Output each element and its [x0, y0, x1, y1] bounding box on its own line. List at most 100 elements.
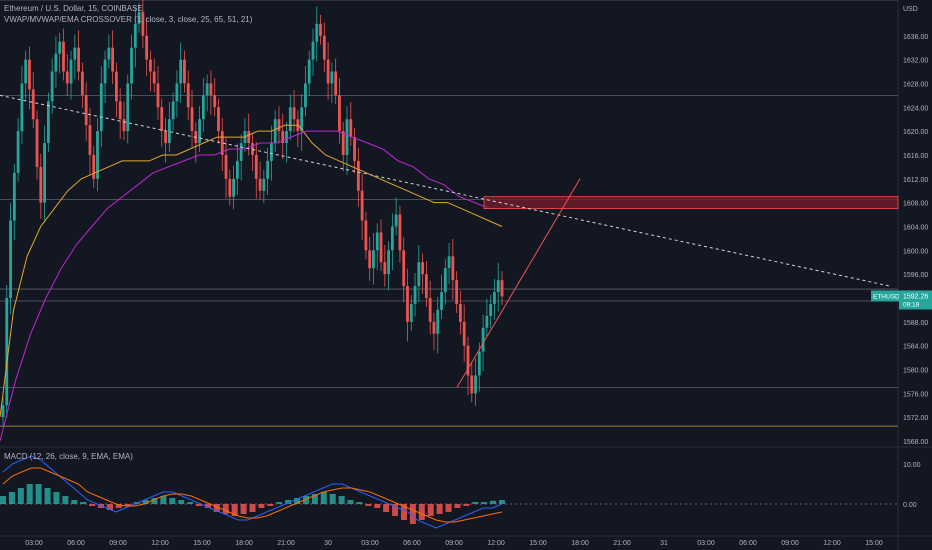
price-tick-label: 1600.00: [903, 248, 928, 255]
candle-body: [489, 303, 493, 316]
candle-body: [62, 41, 65, 72]
ema-line: [0, 130, 491, 442]
candle-body: [262, 178, 266, 191]
candle-body: [383, 262, 387, 275]
candle-body: [390, 226, 394, 251]
macd-histogram-bar: [436, 504, 443, 514]
price-tick-label: 1576.00: [903, 391, 928, 398]
price-tick-label: 1572.00: [903, 415, 928, 422]
candle-body: [20, 83, 24, 132]
candle-body: [485, 315, 489, 328]
price-tick-label: 1616.00: [903, 153, 928, 160]
price-tick-label: 1580.00: [903, 368, 928, 375]
macd-histogram-bar: [472, 502, 479, 504]
candle-body: [356, 160, 360, 191]
time-tick-label: 12:00: [823, 540, 841, 547]
candle-body: [285, 131, 288, 144]
candle-body: [186, 83, 190, 108]
candle-body: [232, 178, 235, 197]
price-tick-label: 1624.00: [903, 105, 928, 112]
candle-body: [277, 119, 281, 132]
macd-histogram-bar: [365, 504, 372, 506]
trend-line-1: [456, 178, 581, 388]
currency-label: USD: [903, 6, 918, 13]
candle-body: [213, 95, 217, 108]
candle-body: [24, 59, 28, 84]
candle-body: [443, 268, 447, 293]
candle-body: [58, 41, 62, 54]
candle-body: [353, 137, 356, 161]
candle-body: [409, 303, 413, 322]
macd-histogram-bar: [418, 504, 425, 520]
candle-body: [54, 53, 58, 72]
macd-histogram-bar: [249, 504, 256, 512]
candle-body: [364, 220, 368, 251]
macd-histogram-bar: [17, 488, 24, 504]
candle-body: [455, 280, 459, 304]
candle-body: [315, 23, 319, 42]
macd-histogram-bar: [481, 502, 488, 504]
candle-body: [118, 101, 122, 120]
candle-body: [141, 11, 145, 36]
candle-body: [152, 71, 156, 84]
macd-tick-label: 0.00: [903, 502, 917, 509]
candle-countdown: 09:18: [903, 301, 920, 308]
macd-histogram-bar: [302, 496, 309, 504]
trend-line-0: [0, 94, 891, 287]
symbol-tag-label: ETHUSD: [873, 293, 900, 300]
candle-body: [16, 131, 20, 173]
macd-histogram-bar: [267, 504, 274, 506]
candle-body: [266, 160, 270, 179]
candle-body: [451, 256, 455, 281]
macd-histogram-bar: [454, 504, 461, 508]
macd-histogram-bar: [499, 500, 505, 504]
price-tick-label: 1620.00: [903, 129, 928, 136]
candle-body: [73, 47, 77, 60]
macd-histogram-bar: [151, 498, 158, 504]
candle-body: [387, 250, 390, 275]
macd-histogram-bar: [160, 496, 167, 504]
symbol-title: Ethereum / U.S. Dollar, 15, COINBASE: [4, 4, 143, 13]
candle-body: [394, 214, 398, 227]
macd-histogram-bar: [400, 504, 407, 520]
candle-body: [65, 71, 69, 84]
candle-body: [92, 154, 96, 179]
candle-body: [122, 119, 126, 132]
candle-body: [145, 35, 149, 60]
time-tick-label: 06:00: [739, 540, 757, 547]
candle-body: [198, 119, 201, 144]
macd-histogram-bar: [26, 484, 33, 504]
candle-body: [281, 131, 285, 144]
time-tick-label: 09:00: [109, 540, 127, 547]
candle-body: [28, 59, 31, 90]
candle-body: [235, 160, 239, 179]
candle-body: [31, 89, 35, 120]
macd-histogram-bar: [8, 492, 15, 504]
candle-body: [372, 250, 375, 269]
last-price-tag: [899, 290, 932, 310]
candle-body: [217, 107, 220, 132]
macd-histogram-bar: [383, 504, 390, 512]
macd-title: MACD (12, 26, close, 9, EMA, EMA): [4, 452, 133, 461]
candle-body: [334, 71, 338, 96]
candle-body: [341, 131, 345, 155]
candle-body: [270, 143, 273, 161]
candle-body: [273, 119, 277, 144]
candle-body: [115, 71, 118, 102]
candle-body: [171, 101, 175, 120]
candle-body: [459, 303, 462, 322]
macd-histogram-bar: [311, 494, 318, 504]
candle-body: [5, 298, 9, 406]
macd-histogram-bar: [115, 504, 122, 508]
candle-body: [88, 125, 92, 155]
candle-body: [417, 262, 421, 287]
candle-body: [205, 83, 209, 96]
macd-histogram-bar: [0, 496, 6, 504]
candle-body: [292, 107, 296, 120]
candle-body: [39, 166, 43, 203]
candle-body: [224, 154, 228, 179]
candle-body: [345, 119, 349, 155]
macd-histogram-bar: [142, 500, 149, 504]
